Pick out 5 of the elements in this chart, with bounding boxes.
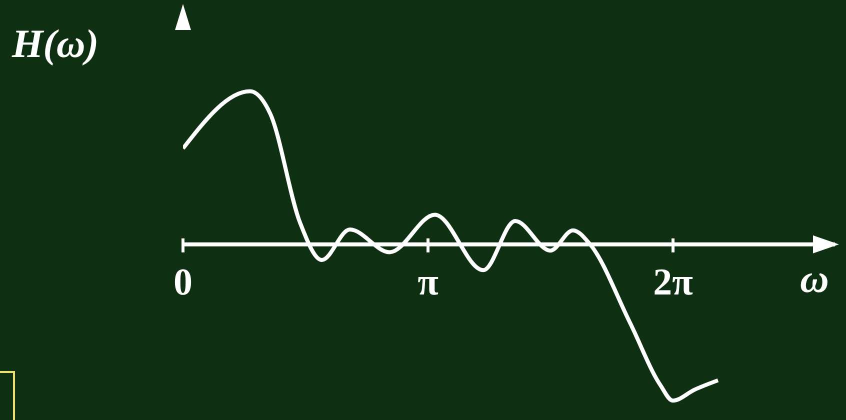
y-axis-title: H(ω) bbox=[12, 20, 99, 67]
x-tick-label: π bbox=[418, 261, 439, 304]
x-axis-title: ω bbox=[800, 255, 829, 302]
x-tick-label: 0 bbox=[174, 261, 192, 304]
x-tick-label: 2π bbox=[653, 261, 694, 304]
